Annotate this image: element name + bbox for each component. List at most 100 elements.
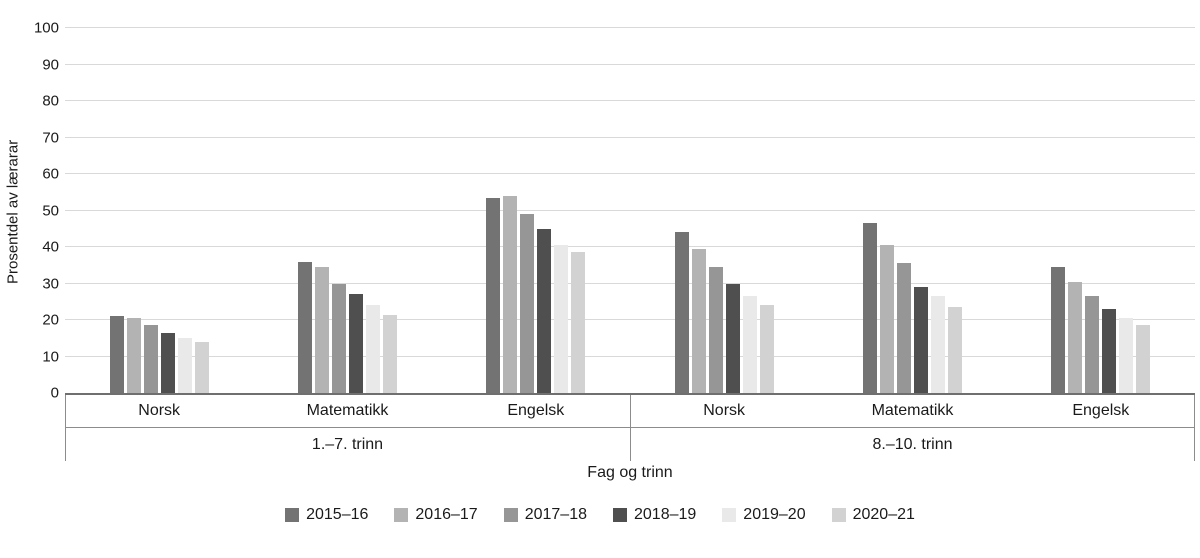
bar (742, 296, 757, 393)
category-label: Matematikk (871, 402, 954, 419)
gridline (65, 100, 1195, 101)
bar (160, 332, 175, 393)
axis-bracket-line (1194, 395, 1195, 461)
y-tick-label: 60 (42, 165, 59, 183)
bar (365, 305, 380, 393)
bar (143, 325, 158, 393)
y-tick-label: 70 (42, 129, 59, 146)
bar (930, 296, 945, 393)
legend-item: 2018–19 (613, 506, 696, 524)
bar-cluster (65, 28, 253, 393)
legend-swatch (722, 508, 737, 522)
bar (554, 245, 569, 393)
bar-clusters (65, 28, 1195, 393)
gridline (65, 319, 1195, 320)
bar (348, 294, 363, 393)
gridline (65, 63, 1195, 65)
y-tick-label: 20 (42, 311, 59, 329)
category-label: Norsk (703, 402, 746, 419)
legend-item: 2016–17 (394, 506, 478, 524)
gridline (65, 209, 1195, 211)
bar (708, 267, 723, 393)
legend-item: 2015–16 (285, 506, 368, 524)
bar (947, 307, 962, 393)
gridline (65, 27, 1195, 28)
legend-label: 2020–21 (852, 506, 915, 523)
gridline (65, 355, 1195, 357)
y-tick-label: 50 (42, 202, 59, 219)
gridline (65, 136, 1195, 138)
bar (896, 263, 911, 393)
y-axis-title: Prosentdel av lærarar (4, 139, 22, 284)
bar (486, 197, 501, 393)
y-tick-label: 90 (42, 56, 59, 73)
bar (913, 287, 928, 393)
legend-swatch (285, 508, 300, 522)
bar (1136, 325, 1151, 393)
bar-cluster (1007, 28, 1195, 393)
group-label: 1.–7. trinn (311, 435, 384, 453)
bar (382, 314, 397, 393)
y-tick-label: 30 (42, 275, 59, 292)
axis-bracket-line (630, 395, 631, 461)
legend-item: 2019–20 (722, 506, 806, 524)
legend-item: 2020–21 (831, 506, 915, 524)
bar (314, 267, 329, 393)
gridline (65, 173, 1195, 174)
gridline (65, 246, 1195, 247)
legend-label: 2018–19 (634, 506, 697, 523)
legend-label: 2016–17 (415, 506, 478, 523)
bar (879, 245, 894, 393)
bar-cluster (442, 28, 630, 393)
legend-swatch (831, 508, 846, 522)
bar (177, 338, 192, 393)
category-label: Matematikk (306, 402, 389, 419)
bar (194, 341, 209, 393)
bar (331, 283, 346, 393)
category-label: Engelsk (507, 402, 565, 419)
legend-swatch (613, 508, 627, 522)
plot-area (65, 27, 1195, 395)
bar (503, 195, 518, 393)
y-tick-label: 0 (50, 384, 59, 402)
bar (674, 232, 689, 393)
bar-cluster (818, 28, 1006, 393)
bar-cluster (253, 28, 441, 393)
legend-label: 2019–20 (743, 506, 806, 523)
bar-cluster (630, 28, 818, 393)
bar (1085, 296, 1100, 393)
axis-bracket-line (65, 395, 66, 461)
y-tick-label: 40 (42, 238, 59, 256)
gridline (65, 282, 1195, 284)
bar (862, 223, 877, 393)
bar (759, 305, 774, 393)
legend-swatch (503, 508, 518, 522)
legend-item: 2017–18 (503, 506, 587, 524)
y-tick-label: 100 (33, 19, 59, 37)
group-row: 1.–7. trinn 8.–10. trinn (65, 428, 1195, 461)
category-label: Norsk (138, 402, 181, 419)
category-label: Engelsk (1072, 402, 1130, 419)
x-axis-title: Fag og trinn (587, 464, 673, 481)
bar (126, 318, 141, 393)
legend-label: 2017–18 (524, 506, 587, 523)
bar (1119, 318, 1134, 393)
bar (571, 252, 586, 393)
y-tick-label: 80 (42, 92, 59, 110)
category-axis: Norsk Matematikk Engelsk Norsk Matematikk Eng… (65, 395, 1195, 461)
legend-swatch (394, 508, 409, 522)
bar (691, 248, 706, 393)
group-label: 8.–10. trinn (872, 435, 953, 453)
bar (725, 283, 740, 393)
legend-label: 2015–16 (306, 506, 369, 523)
y-tick-label: 10 (42, 348, 59, 365)
bar (520, 214, 535, 393)
y-axis-tick-labels: 0 10 20 30 40 50 60 70 80 90 100 (26, 21, 59, 401)
bar (297, 261, 312, 393)
bar (1102, 309, 1117, 393)
bar (1051, 267, 1066, 393)
bar (537, 228, 552, 393)
legend: 2015–16 2016–17 2017–18 2018–19 2019–20 2020–… (0, 506, 1200, 524)
bar (1068, 281, 1083, 393)
